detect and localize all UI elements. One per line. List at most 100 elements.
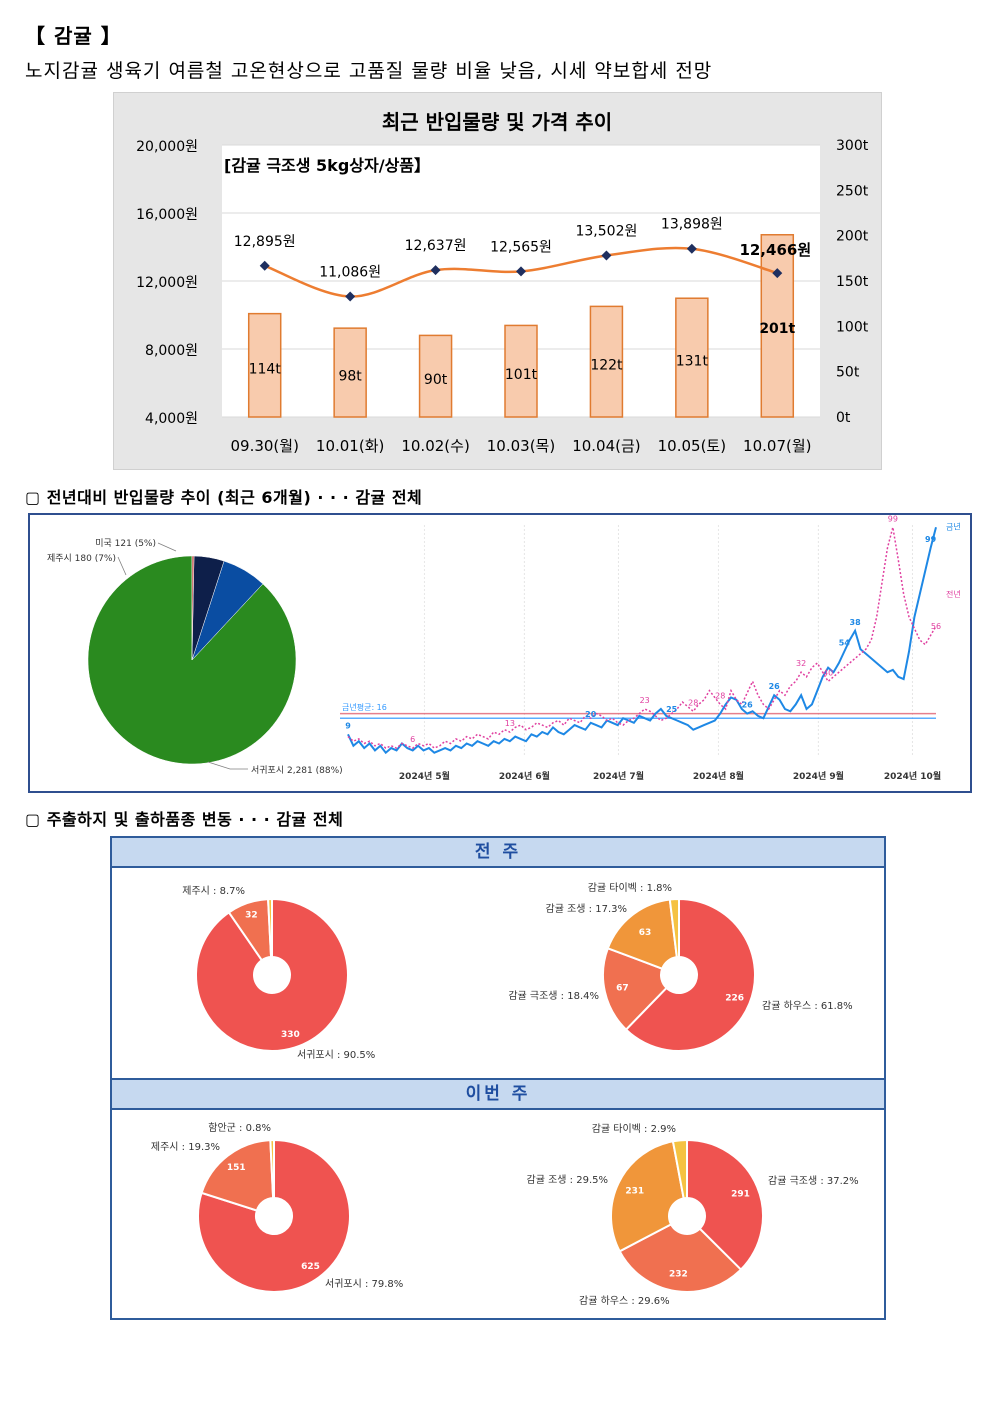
average-label: 금년평균: 16 (342, 702, 387, 712)
pie-slice (606, 898, 678, 970)
y-right-tick: 200t (836, 229, 869, 245)
pie-label: 서귀포시 2,281 (88%) (251, 765, 343, 776)
price-volume-chart: 최근 반입물량 및 가격 추이 [감귤 극조생 5kg상자/상품】 4,000원 8,… (136, 110, 869, 455)
pie-label: 미국 121 (5%) (95, 538, 156, 549)
x-tick: 2024년 10월 (884, 770, 941, 782)
y-left-tick: 8,000원 (145, 343, 198, 359)
x-tick: 2024년 9월 (793, 770, 844, 782)
pie-slice (624, 897, 756, 1052)
volume-label: 131t (676, 354, 709, 370)
price-marker (259, 260, 270, 271)
series-label: 전년 (946, 589, 961, 599)
point-label: 99 (925, 535, 937, 544)
point-label: 32 (796, 659, 806, 668)
yoy-chart-frame: 서귀포시 2,281 (88%) 제주시 180 (7%) 미국 121 (5%) 2… (28, 513, 972, 793)
point-label: 40 (823, 668, 833, 677)
price-label: 13,502원 (575, 223, 637, 239)
slice-label: 제주시 : 19.3% (151, 1141, 220, 1153)
chart-title: 최근 반입물량 및 가격 추이 (382, 110, 612, 134)
point-label: 23 (640, 696, 650, 705)
slice-label: 서귀포시 : 90.5% (297, 1049, 375, 1061)
volume-bar (675, 297, 709, 418)
volume-label: 201t (759, 321, 795, 337)
slice-label: 감귤 조생 : 17.3% (546, 903, 627, 915)
price-marker (686, 243, 697, 254)
y-left-tick: 16,000원 (136, 207, 198, 223)
slice-value: 231 (625, 1187, 644, 1197)
x-tick: 2024년 5월 (399, 770, 450, 782)
price-label: 12,895원 (234, 234, 296, 250)
pie-slice (671, 1138, 688, 1200)
point-label: 25 (666, 705, 678, 714)
slice-label: 감귤 하우스 : 61.8% (762, 999, 853, 1012)
pie-slice (87, 555, 297, 765)
pie-label: 제주시 180 (7%) (47, 553, 116, 564)
x-tick: 10.01(화) (316, 437, 384, 455)
price-volume-chart-frame: 최근 반입물량 및 가격 추이 [감귤 극조생 5kg상자/상품】 4,000원 8,… (113, 92, 882, 470)
price-marker (516, 266, 526, 277)
this-week-band: 이번 주 (112, 1078, 884, 1110)
y-right-tick: 100t (836, 319, 869, 335)
pie-slice (200, 1139, 275, 1212)
price-marker (430, 265, 441, 276)
point-label: 28 (688, 698, 698, 707)
last-year-line (347, 527, 937, 749)
volume-label: 114t (249, 361, 282, 377)
price-marker (345, 291, 356, 302)
pie-slice (668, 897, 680, 959)
volume-bar (418, 334, 453, 418)
slice-value: 226 (725, 994, 744, 1004)
yoy-section-title: ▢ 전년대비 반입물량 추이 (최근 6개월) · · · 감귤 전체 (25, 488, 423, 507)
pie-slice (197, 1138, 351, 1293)
y-right-tick: 50t (836, 365, 860, 381)
volume-bar (760, 234, 795, 418)
point-label: 99 (888, 515, 898, 523)
x-tick: 10.02(수) (401, 437, 469, 455)
slice-label: 함안군 : 0.8% (208, 1122, 271, 1134)
price-label: 12,466원 (739, 241, 811, 259)
y-right-tick: 250t (836, 183, 869, 199)
yoy-charts: 서귀포시 2,281 (88%) 제주시 180 (7%) 미국 121 (5%) 2… (47, 514, 961, 782)
volume-label: 90t (424, 372, 448, 388)
price-marker (601, 250, 612, 261)
point-label: 26 (742, 701, 754, 710)
y-right-tick: 0t (836, 410, 851, 426)
prev-week-band: 전 주 (112, 838, 884, 868)
point-label: 26 (769, 682, 781, 691)
point-label: 56 (931, 622, 941, 631)
series-label: 금년 (946, 521, 961, 531)
point-label: 28 (715, 691, 725, 700)
pie-slice (269, 1138, 275, 1200)
slice-label: 감귤 하우스 : 29.6% (579, 1294, 670, 1307)
y-left-tick: 12,000원 (136, 275, 198, 291)
y-right-tick: 300t (836, 138, 869, 154)
x-tick: 10.03(목) (487, 437, 555, 455)
point-label: 9 (345, 721, 351, 730)
y-left-tick: 20,000원 (136, 139, 198, 155)
slice-value: 67 (616, 984, 629, 994)
shipping-chart-frame: 전 주 이번 주 330 서귀포시 : 90.5% 32 제주시 : 8.7% 226 감… (110, 836, 886, 1320)
slice-label: 제주시 : 8.7% (182, 885, 245, 897)
slice-label: 감귤 타이벡 : 1.8% (588, 882, 672, 894)
x-tick: 2024년 6월 (499, 770, 550, 782)
slice-label: 서귀포시 : 79.8% (325, 1278, 403, 1290)
volume-label: 101t (505, 367, 538, 383)
pie-leader (117, 556, 127, 576)
price-label: 12,565원 (490, 239, 552, 255)
point-label: 54 (839, 639, 851, 648)
x-tick: 10.05(토) (658, 437, 726, 455)
volume-label: 98t (338, 369, 362, 385)
slice-label: 감귤 극조생 : 37.2% (768, 1175, 859, 1187)
y-right-tick: 150t (836, 274, 869, 290)
x-tick: 2024년 7월 (593, 770, 644, 782)
point-label: 6 (410, 735, 415, 744)
x-tick: 10.07(월) (743, 437, 811, 455)
slice-value: 330 (281, 1030, 300, 1040)
price-label: 12,637원 (405, 238, 467, 254)
volume-bar (504, 324, 538, 418)
point-label: 13 (505, 719, 515, 728)
pie-slice (610, 1140, 685, 1253)
slice-value: 32 (245, 910, 258, 920)
point-label: 20 (585, 710, 597, 719)
slice-value: 291 (731, 1190, 750, 1200)
